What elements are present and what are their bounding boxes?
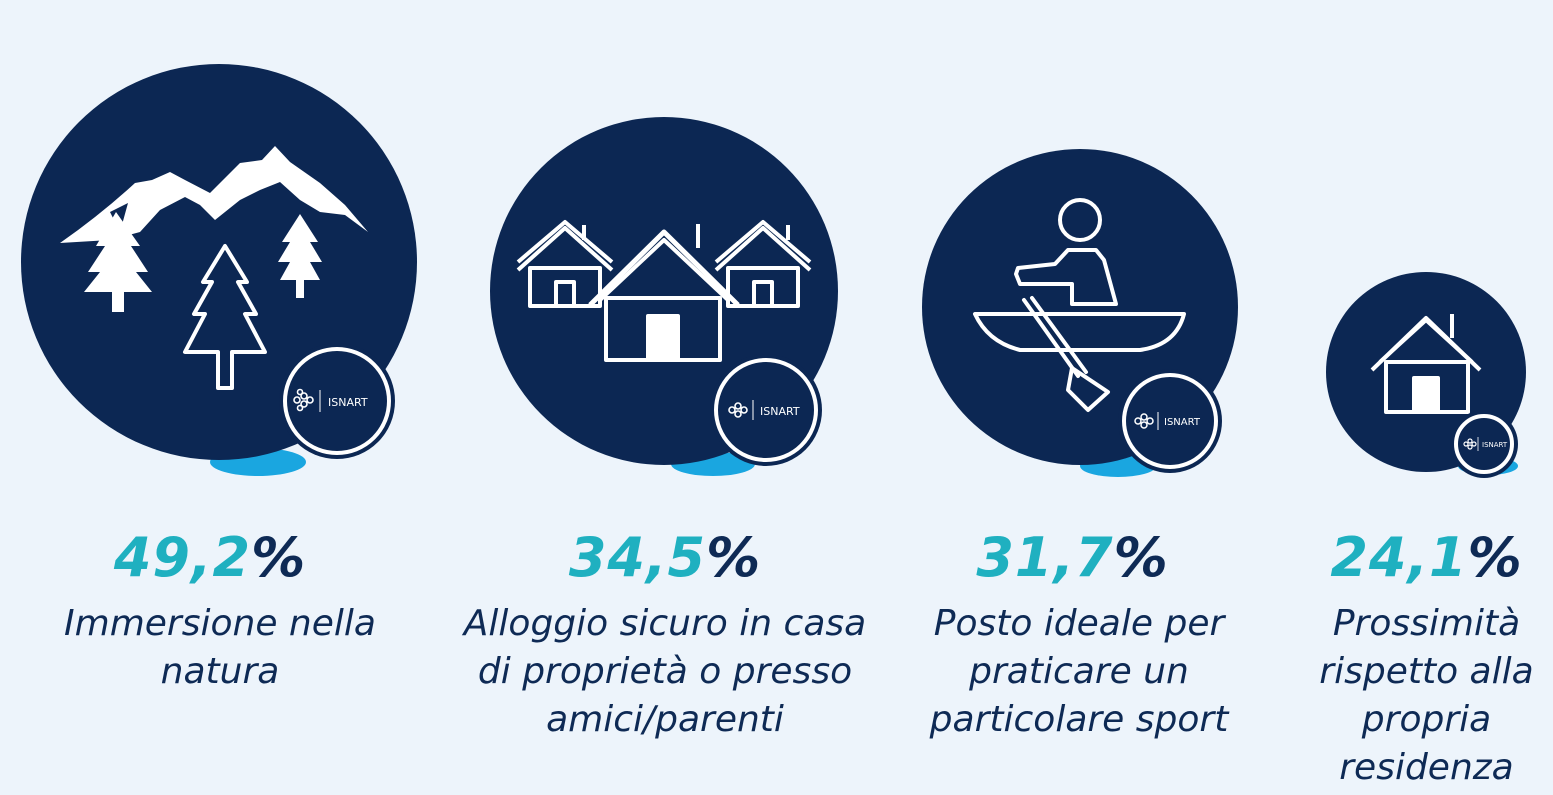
isnart-logo-icon [293, 388, 314, 412]
bubble-proximity: ISNART [1326, 272, 1526, 478]
isnart-badge: ISNART [279, 343, 395, 459]
bubble-housing: ISNART [490, 117, 838, 476]
value-unit: % [251, 526, 307, 589]
item-housing: ISNART 34,5% Alloggio sicuro in casa di … [440, 0, 890, 795]
value-unit: % [706, 526, 762, 589]
mountains-trees-icon [60, 146, 368, 390]
value-number: 34,5 [568, 526, 707, 589]
isnart-logo-icon [1463, 438, 1477, 450]
value-unit: % [1113, 526, 1169, 589]
isnart-badge: ISNART [1450, 410, 1518, 478]
isnart-badge: ISNART [1118, 369, 1222, 473]
bubble-nature: ISNART [21, 64, 417, 476]
item-label: Prossimità rispetto alla propria residen… [1319, 603, 1534, 788]
value-label: 34,5% [440, 528, 890, 588]
value-label: 31,7% [900, 528, 1245, 588]
rowing-canoe-icon [973, 198, 1186, 412]
value-label: 49,2% [0, 528, 420, 588]
value-number: 31,7 [976, 526, 1114, 589]
bubble-sport: ISNART [922, 149, 1238, 477]
value-unit: % [1467, 526, 1523, 589]
item-nature: ISNART 49,2% Immersione nella natura [0, 0, 440, 795]
isnart-logo-icon [728, 402, 748, 418]
isnart-logo-icon [1134, 413, 1154, 429]
value-label: 24,1% [1300, 528, 1553, 588]
item-label: Alloggio sicuro in casa di proprietà o p… [463, 603, 867, 740]
houses-icon [516, 220, 812, 362]
item-proximity: ISNART 24,1% Prossimità rispetto alla pr… [1300, 0, 1553, 795]
isnart-badge-text: ISNART [760, 405, 800, 418]
value-number: 49,2 [113, 526, 252, 589]
isnart-badge-text: ISNART [1482, 441, 1508, 449]
value-number: 24,1 [1330, 526, 1468, 589]
isnart-badge-text: ISNART [1164, 417, 1201, 428]
item-label: Posto ideale per praticare un particolar… [929, 603, 1229, 740]
isnart-badge-text: ISNART [328, 396, 368, 409]
isnart-badge: ISNART [710, 354, 822, 466]
house-icon [1370, 314, 1482, 414]
item-label: Immersione nella natura [64, 603, 376, 692]
item-sport: ISNART 31,7% Posto ideale per praticare … [900, 0, 1300, 795]
